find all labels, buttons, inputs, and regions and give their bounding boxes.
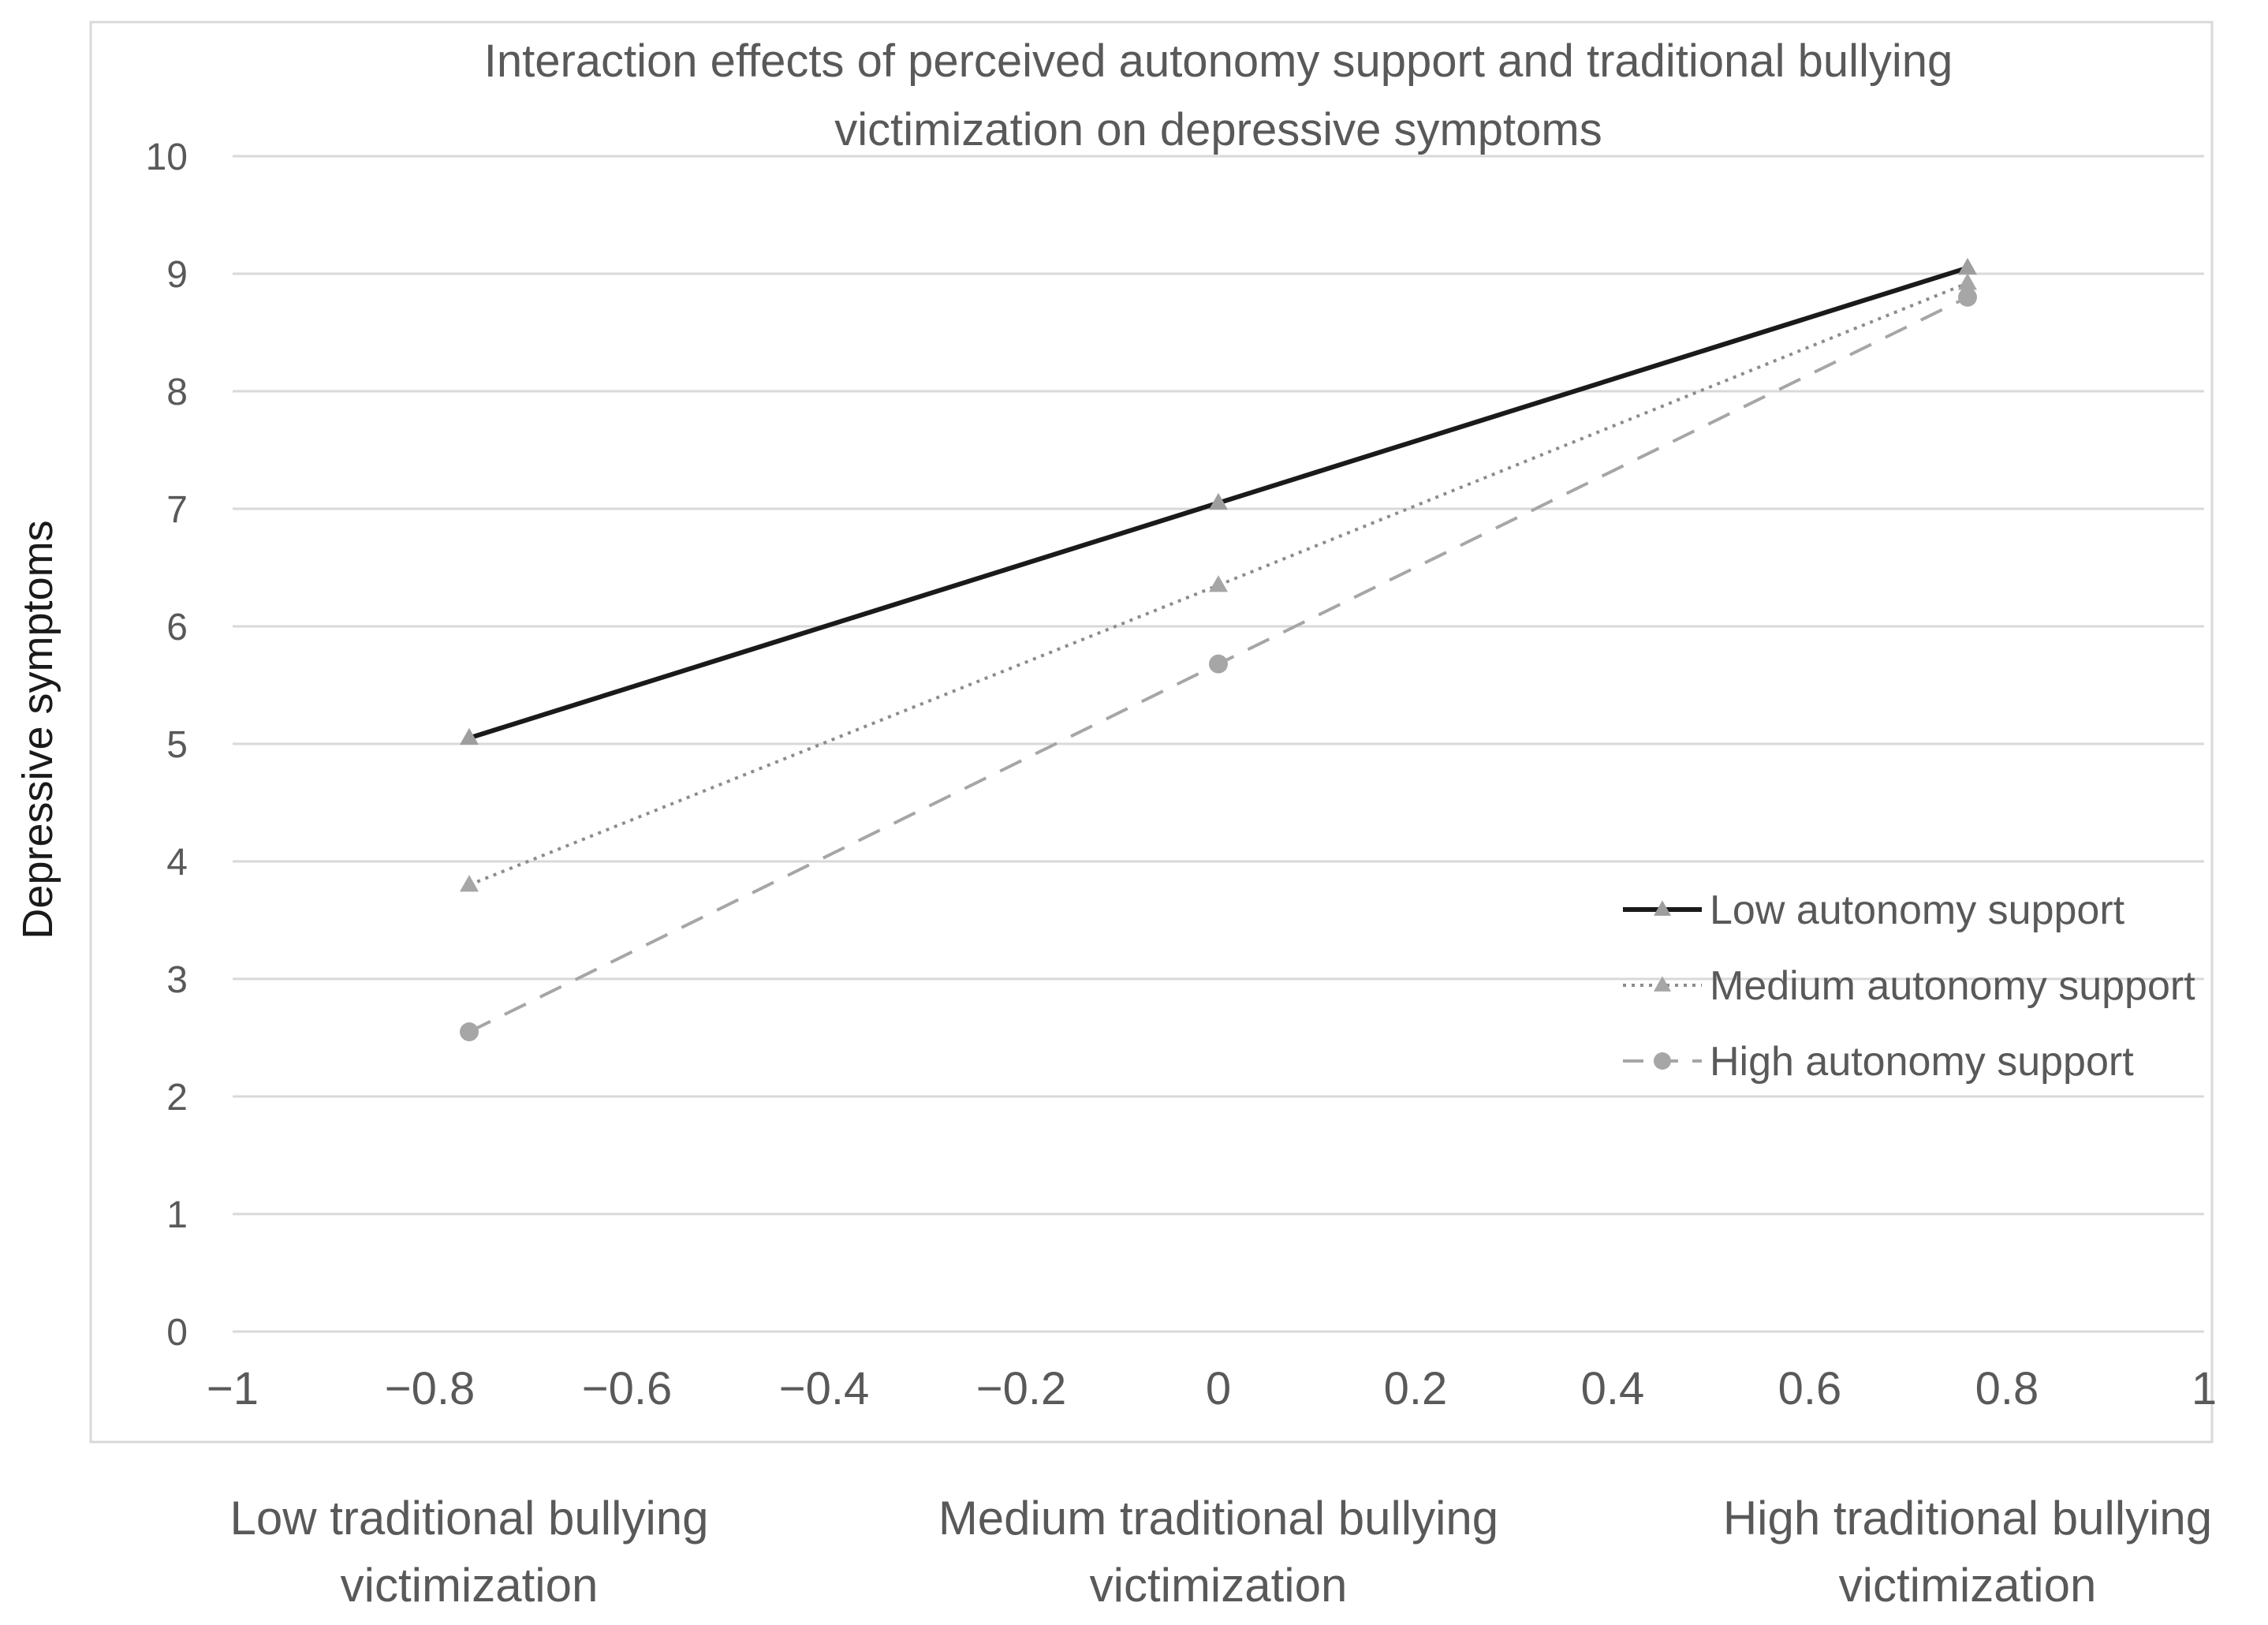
y-tick-label: 4 bbox=[166, 842, 188, 883]
x-tick-label: 0.4 bbox=[1581, 1363, 1645, 1414]
series-group bbox=[460, 257, 1977, 745]
x-tick-label: 0 bbox=[1206, 1363, 1231, 1414]
legend-label: Medium autonomy support bbox=[1710, 963, 2195, 1009]
data-point-marker bbox=[1958, 257, 1977, 275]
chart-frame bbox=[89, 21, 2214, 1444]
legend-entry: High autonomy support bbox=[1623, 1039, 2134, 1085]
legend-label: Low autonomy support bbox=[1710, 887, 2125, 933]
y-tick-label: 2 bbox=[166, 1077, 188, 1119]
data-point-marker bbox=[1654, 900, 1671, 916]
category-label-line: High traditional bullying bbox=[1723, 1492, 2212, 1545]
y-axis-label: Depressive symptoms bbox=[14, 520, 62, 939]
y-tick-label: 0 bbox=[166, 1312, 188, 1354]
y-tick-label: 3 bbox=[166, 959, 188, 1001]
x-tick-label: 1 bbox=[2192, 1363, 2217, 1414]
data-point-marker bbox=[1209, 654, 1228, 674]
data-point-marker bbox=[460, 727, 479, 745]
series-group bbox=[460, 287, 1977, 1042]
x-tick-label: 0.2 bbox=[1384, 1363, 1448, 1414]
category-label-line: victimization bbox=[1839, 1559, 2097, 1612]
x-tick-label: −0.2 bbox=[976, 1363, 1067, 1414]
y-tick-label: 8 bbox=[166, 372, 188, 413]
x-tick-label: −0.8 bbox=[385, 1363, 476, 1414]
category-label-line: victimization bbox=[341, 1559, 599, 1612]
y-tick-label: 6 bbox=[166, 607, 188, 648]
category-label-line: Low traditional bullying bbox=[229, 1492, 708, 1545]
x-tick-label: 0.6 bbox=[1778, 1363, 1842, 1414]
x-tick-label: 0.8 bbox=[1975, 1363, 2039, 1414]
chart-title-line: Interaction effects of perceived autonom… bbox=[484, 35, 1953, 87]
y-tick-label: 10 bbox=[146, 136, 188, 178]
data-point-marker bbox=[1654, 1052, 1671, 1070]
category-label-line: Medium traditional bullying bbox=[938, 1492, 1498, 1545]
y-tick-label: 9 bbox=[166, 254, 188, 296]
x-tick-label: −0.4 bbox=[779, 1363, 870, 1414]
x-tick-label: −1 bbox=[207, 1363, 259, 1414]
data-point-marker bbox=[1654, 976, 1671, 992]
data-point-marker bbox=[1209, 492, 1228, 510]
category-label-line: victimization bbox=[1090, 1559, 1348, 1612]
series-group bbox=[460, 273, 1977, 892]
data-point-marker bbox=[1209, 575, 1228, 592]
y-tick-label: 7 bbox=[166, 489, 188, 531]
data-point-marker bbox=[1958, 273, 1977, 290]
data-point-marker bbox=[1958, 287, 1977, 307]
data-point-marker bbox=[460, 1022, 479, 1042]
x-tick-label: −0.6 bbox=[582, 1363, 673, 1414]
y-tick-label: 5 bbox=[166, 724, 188, 766]
chart-title-line: victimization on depressive symptoms bbox=[834, 104, 1602, 155]
legend-entry: Low autonomy support bbox=[1623, 887, 2125, 933]
data-point-marker bbox=[460, 875, 479, 892]
y-tick-label: 1 bbox=[166, 1194, 188, 1236]
legend-label: High autonomy support bbox=[1710, 1039, 2134, 1085]
legend-entry: Medium autonomy support bbox=[1623, 963, 2195, 1009]
